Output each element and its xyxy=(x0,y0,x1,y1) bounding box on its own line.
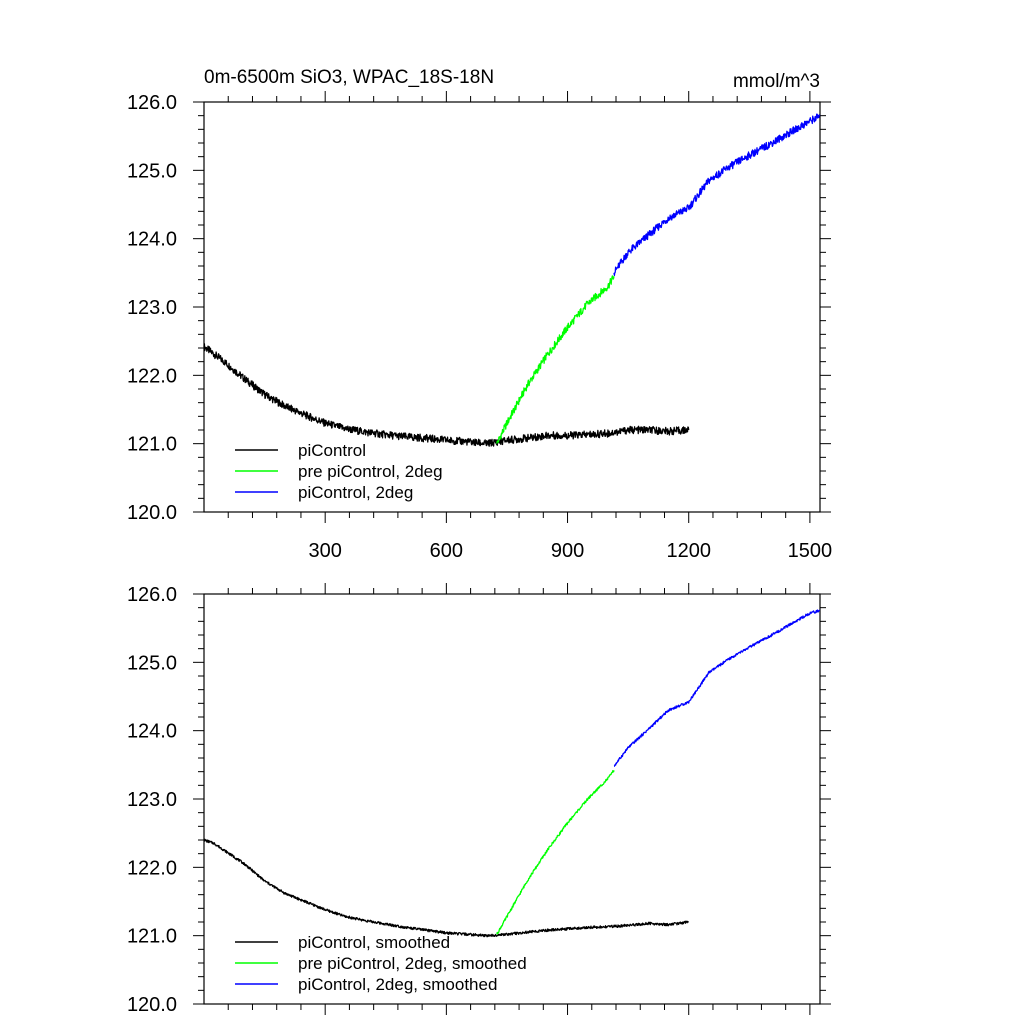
legend-entry: pre piControl, 2deg, smoothed xyxy=(298,954,527,973)
panel-raw: 300 600 900 1200 1500 120.0 121.0 122.0 123.0 124… xyxy=(127,91,832,562)
y-tick-label: 124.0 xyxy=(127,229,177,251)
legend-entry: piControl, 2deg, smoothed xyxy=(298,975,497,994)
y-tick-label: 125.0 xyxy=(127,652,177,674)
x-tick-label: 900 xyxy=(551,540,584,562)
y-tick-label: 122.0 xyxy=(127,365,177,387)
series-line-1 xyxy=(203,343,690,447)
x-tick-label: 1500 xyxy=(788,540,833,562)
y-tick-label: 121.0 xyxy=(127,434,177,456)
series-line-3 xyxy=(613,113,821,277)
legend-entry: piControl, 2deg xyxy=(298,483,413,502)
y-tick-label: 121.0 xyxy=(127,926,177,948)
x-tick-label: 1200 xyxy=(666,540,711,562)
series-line-3 xyxy=(613,609,821,767)
chart-title: 0m-6500m SiO3, WPAC_18S-18N xyxy=(204,67,494,88)
y-tick-label: 122.0 xyxy=(127,857,177,879)
y-tick-label: 125.0 xyxy=(127,160,177,182)
plot-frame xyxy=(203,593,821,1005)
x-tick-label: 600 xyxy=(430,540,463,562)
y-tick-label: 123.0 xyxy=(127,789,177,811)
y-tick-label: 126.0 xyxy=(127,92,177,114)
series-line-2 xyxy=(496,275,615,444)
y-tick-label: 120.0 xyxy=(127,502,177,524)
series-line-2 xyxy=(496,770,615,935)
y-tick-label: 124.0 xyxy=(127,721,177,743)
legend-entry: piControl xyxy=(298,441,366,460)
y-tick-label: 123.0 xyxy=(127,297,177,319)
x-tick-label: 300 xyxy=(308,540,341,562)
legend-entry: piControl, smoothed xyxy=(298,933,450,952)
panel-smoothed: 120.0 121.0 122.0 123.0 124.0 125.0 126.0 piCon… xyxy=(127,583,831,1016)
plot-frame xyxy=(203,101,821,513)
legend-entry: pre piControl, 2deg xyxy=(298,462,443,481)
y-tick-label: 126.0 xyxy=(127,584,177,606)
y-tick-label: 120.0 xyxy=(127,994,177,1016)
units-label: mmol/m^3 xyxy=(733,71,820,92)
series-line-1 xyxy=(203,838,689,938)
